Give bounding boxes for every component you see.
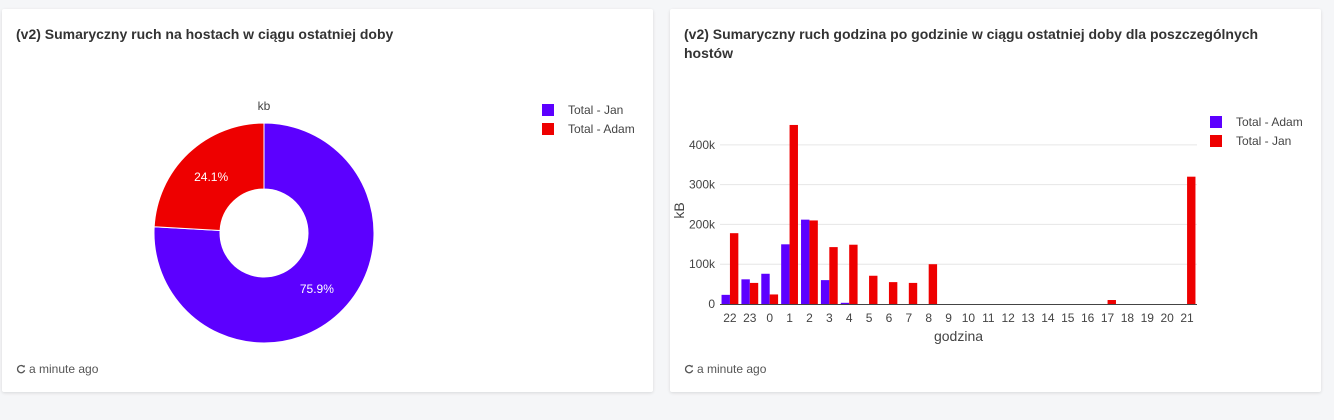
bar[interactable]: [721, 294, 730, 304]
y-tick-label: 200k: [689, 217, 716, 231]
bar[interactable]: [741, 279, 750, 304]
y-tick-label: 300k: [689, 178, 716, 192]
donut-slice[interactable]: [153, 122, 375, 344]
x-tick-label: 19: [1141, 311, 1155, 325]
x-tick-label: 2: [806, 311, 813, 325]
refresh-icon[interactable]: [684, 364, 694, 374]
legend-swatch[interactable]: [1210, 116, 1222, 128]
legend-swatch[interactable]: [542, 123, 554, 135]
donut-slice-label: 75.9%: [300, 282, 334, 296]
bar[interactable]: [1187, 176, 1196, 304]
right-card-title: (v2) Sumaryczny ruch godzina po godzinie…: [684, 26, 1259, 61]
x-tick-label: 15: [1061, 311, 1075, 325]
bar[interactable]: [869, 275, 878, 304]
x-tick-label: 18: [1121, 311, 1135, 325]
x-tick-label: 0: [766, 311, 773, 325]
x-tick-label: 7: [905, 311, 912, 325]
x-tick-label: 9: [945, 311, 952, 325]
x-tick-label: 16: [1081, 311, 1095, 325]
right-card-footer: a minute ago: [684, 362, 766, 376]
bar[interactable]: [801, 219, 810, 304]
bar[interactable]: [761, 273, 770, 304]
bar[interactable]: [809, 220, 818, 304]
x-tick-label: 13: [1021, 311, 1035, 325]
y-tick-label: 400k: [689, 138, 716, 152]
bar[interactable]: [928, 264, 938, 304]
donut-chart[interactable]: kb 75.9% 24.1% Total - Jan Total - Adam: [2, 9, 653, 392]
x-tick-label: 4: [846, 311, 853, 325]
legend-swatch[interactable]: [1210, 135, 1222, 147]
x-tick-label: 20: [1161, 311, 1175, 325]
donut-slice[interactable]: [153, 122, 265, 232]
bar[interactable]: [769, 294, 779, 304]
bar[interactable]: [749, 282, 759, 304]
x-tick-label: 8: [925, 311, 932, 325]
x-tick-label: 21: [1180, 311, 1194, 325]
legend-item[interactable]: Total - Adam: [568, 122, 635, 136]
x-tick-label: 6: [886, 311, 893, 325]
left-card-footer: a minute ago: [16, 362, 98, 376]
right-card-updated: a minute ago: [697, 362, 767, 376]
right-chart-card: (v2) Sumaryczny ruch godzina po godzinie…: [670, 9, 1321, 392]
y-tick-label: 0: [708, 297, 715, 311]
bar[interactable]: [908, 282, 918, 304]
legend-item[interactable]: Total - Jan: [1236, 134, 1291, 148]
x-tick-label: 3: [826, 311, 833, 325]
bar[interactable]: [840, 302, 850, 304]
x-tick-label: 23: [743, 311, 757, 325]
left-card-title: (v2) Sumaryczny ruch na hostach w ciągu …: [16, 26, 394, 42]
left-chart-card: (v2) Sumaryczny ruch na hostach w ciągu …: [2, 9, 653, 392]
x-tick-label: 5: [866, 311, 873, 325]
x-tick-label: 11: [982, 311, 995, 325]
bar[interactable]: [849, 244, 858, 304]
refresh-icon[interactable]: [16, 364, 26, 374]
x-tick-label: 1: [786, 311, 793, 325]
y-tick-label: 100k: [689, 257, 716, 271]
legend-item[interactable]: Total - Adam: [1236, 115, 1303, 129]
bar[interactable]: [781, 244, 790, 304]
y-axis-title: kB: [671, 202, 687, 218]
bar[interactable]: [729, 233, 739, 304]
x-tick-label: 14: [1041, 311, 1055, 325]
legend-swatch[interactable]: [542, 104, 554, 116]
left-card-updated: a minute ago: [29, 362, 99, 376]
donut-title: kb: [258, 99, 271, 113]
bar[interactable]: [1107, 300, 1116, 304]
legend-item[interactable]: Total - Jan: [568, 103, 623, 117]
x-axis-title: godzina: [934, 328, 983, 344]
donut-slice-label: 24.1%: [194, 170, 228, 184]
x-tick-label: 10: [962, 311, 976, 325]
bar[interactable]: [888, 282, 898, 304]
bar[interactable]: [789, 124, 798, 304]
bar[interactable]: [820, 280, 830, 304]
x-tick-label: 22: [723, 311, 737, 325]
x-tick-label: 12: [1002, 311, 1016, 325]
bar[interactable]: [829, 247, 838, 304]
x-tick-label: 17: [1101, 311, 1115, 325]
